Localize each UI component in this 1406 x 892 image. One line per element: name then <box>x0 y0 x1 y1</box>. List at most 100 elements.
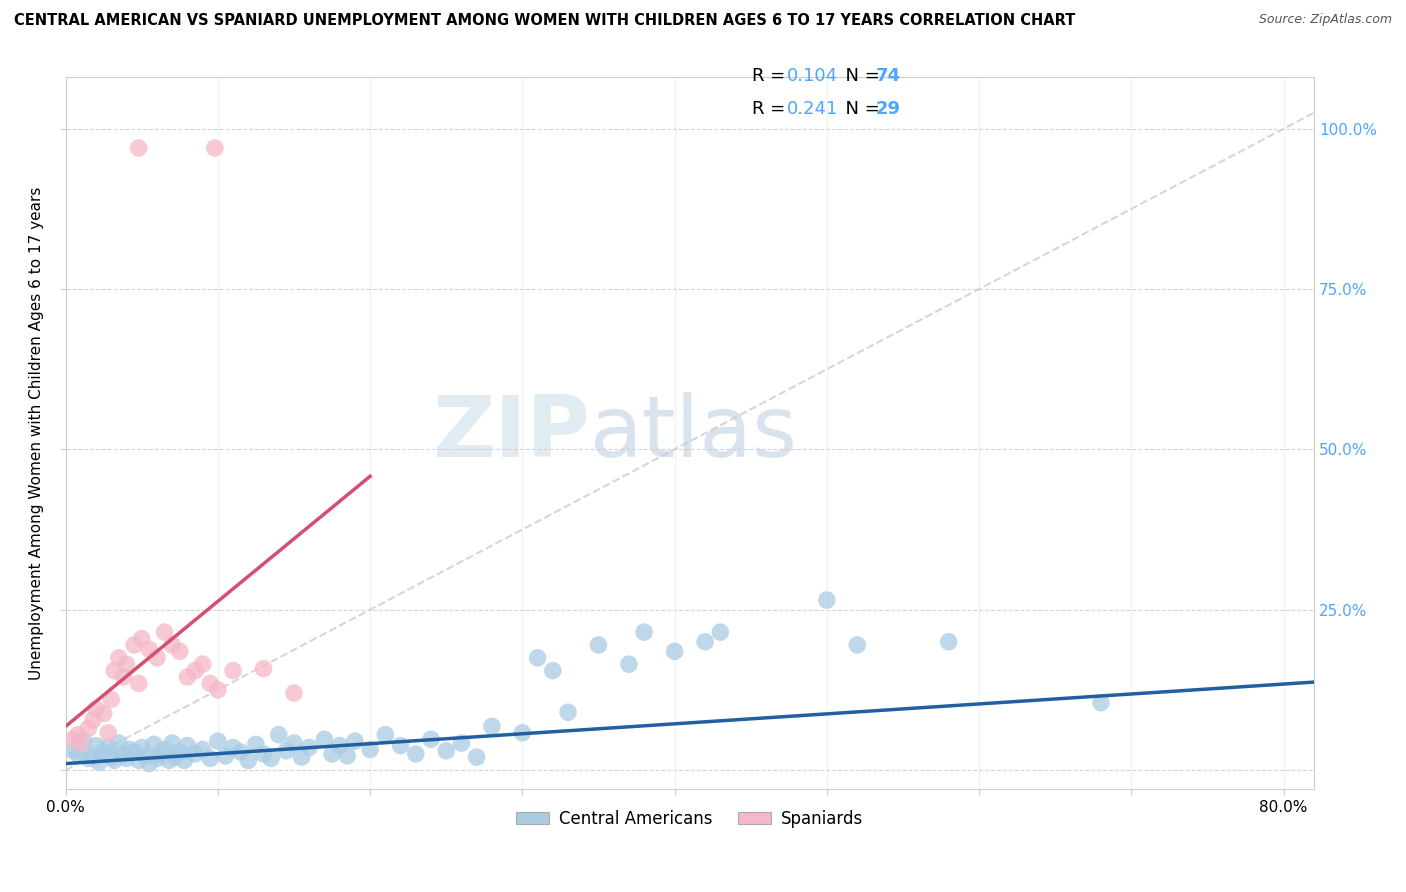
Y-axis label: Unemployment Among Women with Children Ages 6 to 17 years: Unemployment Among Women with Children A… <box>30 186 44 680</box>
Point <box>222 664 245 678</box>
Point <box>169 644 191 658</box>
Point <box>298 740 321 755</box>
Point <box>84 739 107 753</box>
Point <box>146 751 169 765</box>
Point <box>122 745 145 759</box>
Point <box>62 732 84 747</box>
Text: 0.104: 0.104 <box>787 67 838 85</box>
Point <box>118 742 141 756</box>
Point <box>664 644 686 658</box>
Point <box>69 736 91 750</box>
Point <box>204 141 226 155</box>
Point <box>108 736 131 750</box>
Point <box>214 748 236 763</box>
Point <box>481 719 503 733</box>
Point <box>283 736 305 750</box>
Point <box>122 638 145 652</box>
Point <box>200 751 222 765</box>
Point <box>138 642 160 657</box>
Point <box>84 702 107 716</box>
Point <box>374 728 396 742</box>
Point <box>846 638 869 652</box>
Point <box>207 734 229 748</box>
Point <box>815 593 838 607</box>
Point <box>176 739 198 753</box>
Text: 74: 74 <box>876 67 901 85</box>
Point <box>526 650 548 665</box>
Point <box>100 692 122 706</box>
Point <box>260 751 283 765</box>
Point <box>138 756 160 771</box>
Point <box>191 657 214 672</box>
Point <box>115 751 138 765</box>
Point <box>617 657 640 672</box>
Point <box>66 728 89 742</box>
Point <box>389 739 412 753</box>
Legend: Central Americans, Spaniards: Central Americans, Spaniards <box>509 803 870 834</box>
Point <box>359 742 381 756</box>
Text: atlas: atlas <box>591 392 799 475</box>
Point <box>283 686 305 700</box>
Text: R =: R = <box>752 67 792 85</box>
Point <box>157 753 180 767</box>
Point <box>160 736 183 750</box>
Point <box>100 750 122 764</box>
Point <box>97 726 120 740</box>
Point <box>252 662 274 676</box>
Point <box>93 745 115 759</box>
Point <box>252 747 274 761</box>
Text: N =: N = <box>834 100 886 118</box>
Point <box>321 747 343 761</box>
Point <box>103 664 125 678</box>
Text: R =: R = <box>752 100 792 118</box>
Point <box>97 740 120 755</box>
Point <box>200 676 222 690</box>
Point <box>160 638 183 652</box>
Text: N =: N = <box>834 67 886 85</box>
Point <box>222 740 245 755</box>
Point <box>128 141 150 155</box>
Point <box>77 721 100 735</box>
Point <box>588 638 610 652</box>
Point <box>169 745 191 759</box>
Point <box>276 744 298 758</box>
Point <box>142 737 165 751</box>
Point <box>128 676 150 690</box>
Point <box>938 634 960 648</box>
Point <box>165 750 187 764</box>
Point <box>82 748 104 763</box>
Point <box>93 706 115 721</box>
Point <box>82 713 104 727</box>
Point <box>191 742 214 756</box>
Point <box>73 734 96 748</box>
Point <box>633 625 655 640</box>
Point <box>512 726 534 740</box>
Point <box>709 625 731 640</box>
Point <box>450 736 472 750</box>
Point <box>112 747 135 761</box>
Point <box>1090 696 1112 710</box>
Point <box>115 657 138 672</box>
Text: Source: ZipAtlas.com: Source: ZipAtlas.com <box>1258 13 1392 27</box>
Point <box>329 739 352 753</box>
Point <box>146 650 169 665</box>
Point <box>267 728 290 742</box>
Point <box>153 742 176 756</box>
Text: 0.241: 0.241 <box>787 100 839 118</box>
Point <box>131 740 153 755</box>
Point <box>290 750 312 764</box>
Point <box>103 753 125 767</box>
Point <box>176 670 198 684</box>
Point <box>465 750 488 764</box>
Point <box>314 732 336 747</box>
Point <box>207 682 229 697</box>
Point <box>184 747 207 761</box>
Point <box>229 745 252 759</box>
Point <box>128 753 150 767</box>
Text: 29: 29 <box>876 100 901 118</box>
Point <box>62 744 84 758</box>
Point <box>693 634 716 648</box>
Point <box>108 650 131 665</box>
Point <box>173 753 195 767</box>
Point <box>66 747 89 761</box>
